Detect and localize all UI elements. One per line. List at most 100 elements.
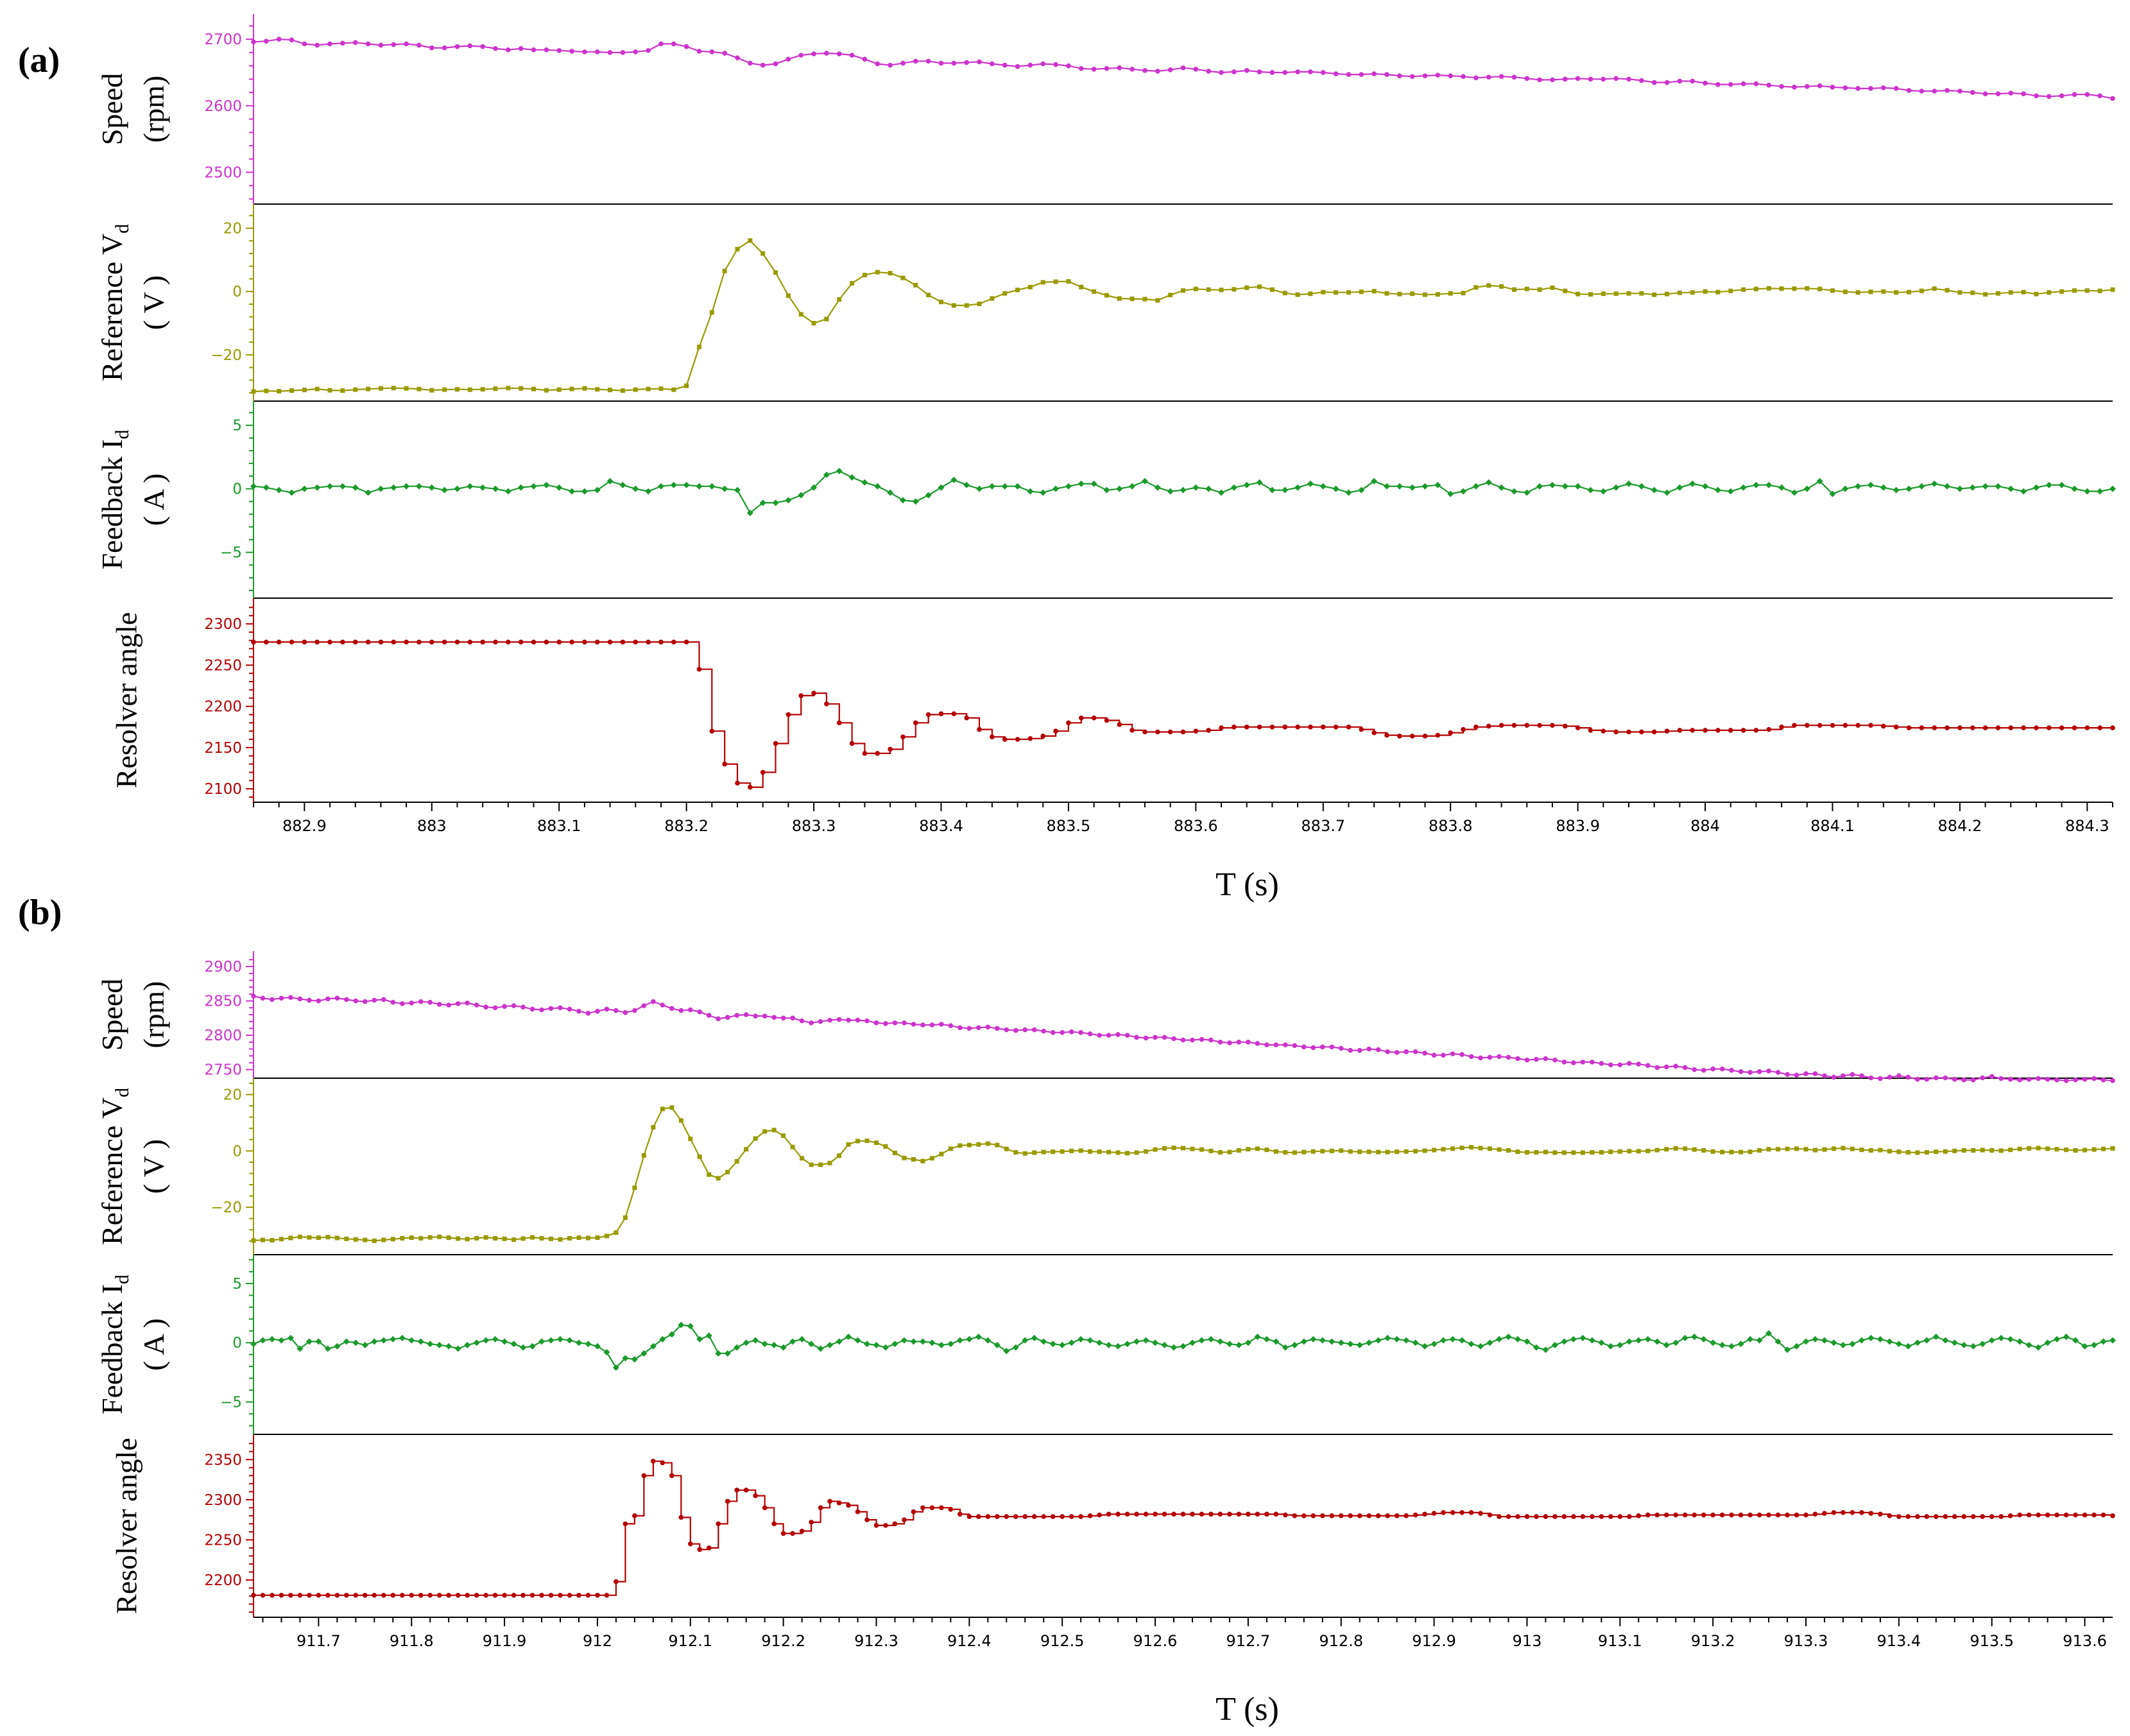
data-point — [1931, 480, 1938, 487]
data-point — [558, 1592, 563, 1598]
data-point — [1422, 734, 1428, 739]
data-point — [1366, 1339, 1373, 1346]
data-point — [1601, 76, 1606, 82]
data-point — [1371, 730, 1377, 735]
data-point — [2054, 1077, 2059, 1083]
data-point — [1205, 485, 1212, 492]
data-point — [1347, 1341, 1354, 1348]
data-point — [1226, 1341, 1233, 1348]
data-point — [790, 1144, 795, 1149]
y-tick-label: 2300 — [204, 616, 242, 633]
data-point — [1881, 85, 1886, 90]
data-point — [1339, 1148, 1344, 1153]
data-point — [1022, 1151, 1027, 1156]
data-point — [827, 1160, 832, 1165]
data-point — [1961, 1077, 1967, 1083]
data-point — [417, 42, 422, 48]
data-point — [1664, 80, 1670, 85]
data-point — [1849, 1341, 1856, 1348]
data-point — [716, 1016, 721, 1022]
data-point — [1404, 1149, 1409, 1154]
data-point — [1022, 1337, 1029, 1344]
data-point — [279, 1592, 284, 1598]
data-point — [646, 386, 651, 391]
data-point — [2058, 481, 2065, 488]
data-point — [2109, 1337, 2116, 1344]
data-point — [926, 293, 931, 298]
data-point — [474, 1235, 479, 1241]
data-point — [1092, 289, 1097, 294]
data-point — [585, 1592, 591, 1598]
data-point — [547, 1337, 554, 1344]
data-point — [1346, 724, 1352, 730]
data-point — [2007, 485, 2014, 492]
data-point — [1263, 1336, 1270, 1343]
x-tick-label: 912.8 — [1319, 1632, 1363, 1650]
x-tick-label: 883.2 — [664, 817, 709, 835]
x-tick-label: 911.7 — [296, 1632, 341, 1650]
data-point — [1970, 290, 1975, 295]
y-axis-unit: (rpm) — [137, 76, 170, 143]
x-tick-label: 883.1 — [537, 817, 581, 835]
data-point — [1421, 1343, 1429, 1350]
data-point — [864, 1341, 871, 1348]
data-point — [390, 1592, 396, 1598]
data-point — [683, 44, 689, 49]
data-point — [529, 1592, 535, 1598]
y-tick-label: 5 — [232, 418, 242, 434]
data-point — [735, 780, 740, 786]
data-point — [1995, 291, 2000, 296]
data-point — [2017, 1146, 2022, 1151]
data-point — [2083, 1147, 2088, 1153]
data-point — [1829, 490, 1836, 497]
x-tick-label: 883.9 — [1556, 817, 1600, 835]
data-point — [1841, 1073, 1846, 1079]
data-point — [632, 1008, 637, 1013]
data-point — [1167, 729, 1173, 735]
data-point — [1552, 1150, 1558, 1155]
data-point — [1601, 291, 1606, 296]
data-point — [875, 61, 880, 67]
data-point — [1300, 1338, 1307, 1345]
data-point — [446, 1592, 451, 1598]
y-axis-unit: ( V ) — [137, 1139, 170, 1194]
data-point — [888, 62, 893, 68]
data-point — [1907, 289, 1912, 295]
data-point — [2044, 1339, 2051, 1346]
data-point — [1672, 1339, 1679, 1346]
data-point — [1626, 1514, 1632, 1519]
y-axis-label: Speed — [96, 979, 128, 1051]
x-tick-label: 911.8 — [390, 1632, 434, 1650]
data-point — [1957, 725, 1963, 730]
data-point — [1333, 724, 1339, 730]
data-point — [1450, 1510, 1456, 1515]
data-point — [976, 1142, 981, 1147]
data-point — [977, 59, 982, 65]
data-point — [454, 44, 460, 49]
data-point — [1969, 484, 1976, 491]
x-tick-label: 883.4 — [919, 817, 963, 835]
data-point — [1246, 1147, 1251, 1152]
data-point — [1320, 724, 1326, 730]
data-point — [1041, 1514, 1047, 1519]
data-point — [400, 1235, 405, 1241]
data-point — [1308, 291, 1313, 296]
data-point — [1190, 1146, 1195, 1151]
data-point — [1142, 729, 1147, 735]
data-point — [633, 49, 639, 55]
data-point — [279, 995, 284, 1001]
data-point — [1069, 1148, 1074, 1153]
y-tick-label: 0 — [232, 481, 242, 498]
data-point — [1066, 279, 1071, 284]
data-point — [1536, 483, 1543, 490]
data-point — [302, 388, 307, 393]
data-point — [874, 483, 881, 490]
data-point — [633, 639, 639, 645]
data-point — [964, 715, 969, 721]
data-point — [734, 1344, 741, 1351]
data-point — [975, 1334, 982, 1340]
y-tick-label: 2700 — [204, 31, 242, 48]
data-point — [1703, 728, 1708, 733]
data-point — [1588, 76, 1593, 82]
data-point — [1534, 1056, 1539, 1062]
